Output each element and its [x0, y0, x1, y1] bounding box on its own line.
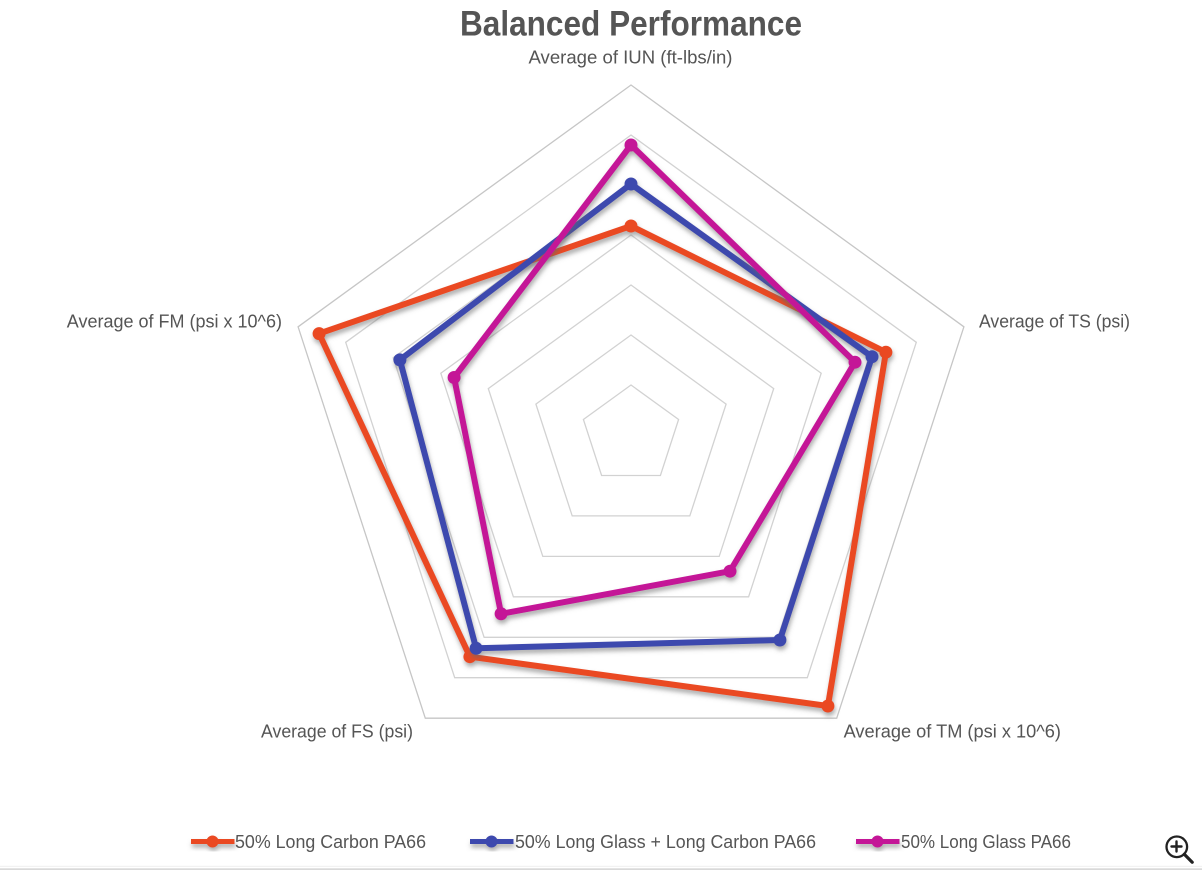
svg-text:Average of FS (psi): Average of FS (psi) [261, 721, 413, 742]
svg-text:Average of IUN (ft-lbs/in): Average of IUN (ft-lbs/in) [529, 47, 733, 68]
svg-text:Balanced Performance: Balanced Performance [460, 4, 802, 44]
svg-text:Average of TM (psi x 10^6): Average of TM (psi x 10^6) [844, 721, 1061, 742]
svg-text:50% Long Glass PA66: 50% Long Glass PA66 [901, 831, 1071, 852]
svg-text:50% Long Carbon PA66: 50% Long Carbon PA66 [235, 831, 426, 852]
svg-text:Average of FM (psi x 10^6): Average of FM (psi x 10^6) [67, 311, 282, 332]
svg-text:Average of TS (psi): Average of TS (psi) [979, 311, 1130, 332]
svg-text:50% Long Glass + Long Carbon P: 50% Long Glass + Long Carbon PA66 [515, 831, 816, 852]
